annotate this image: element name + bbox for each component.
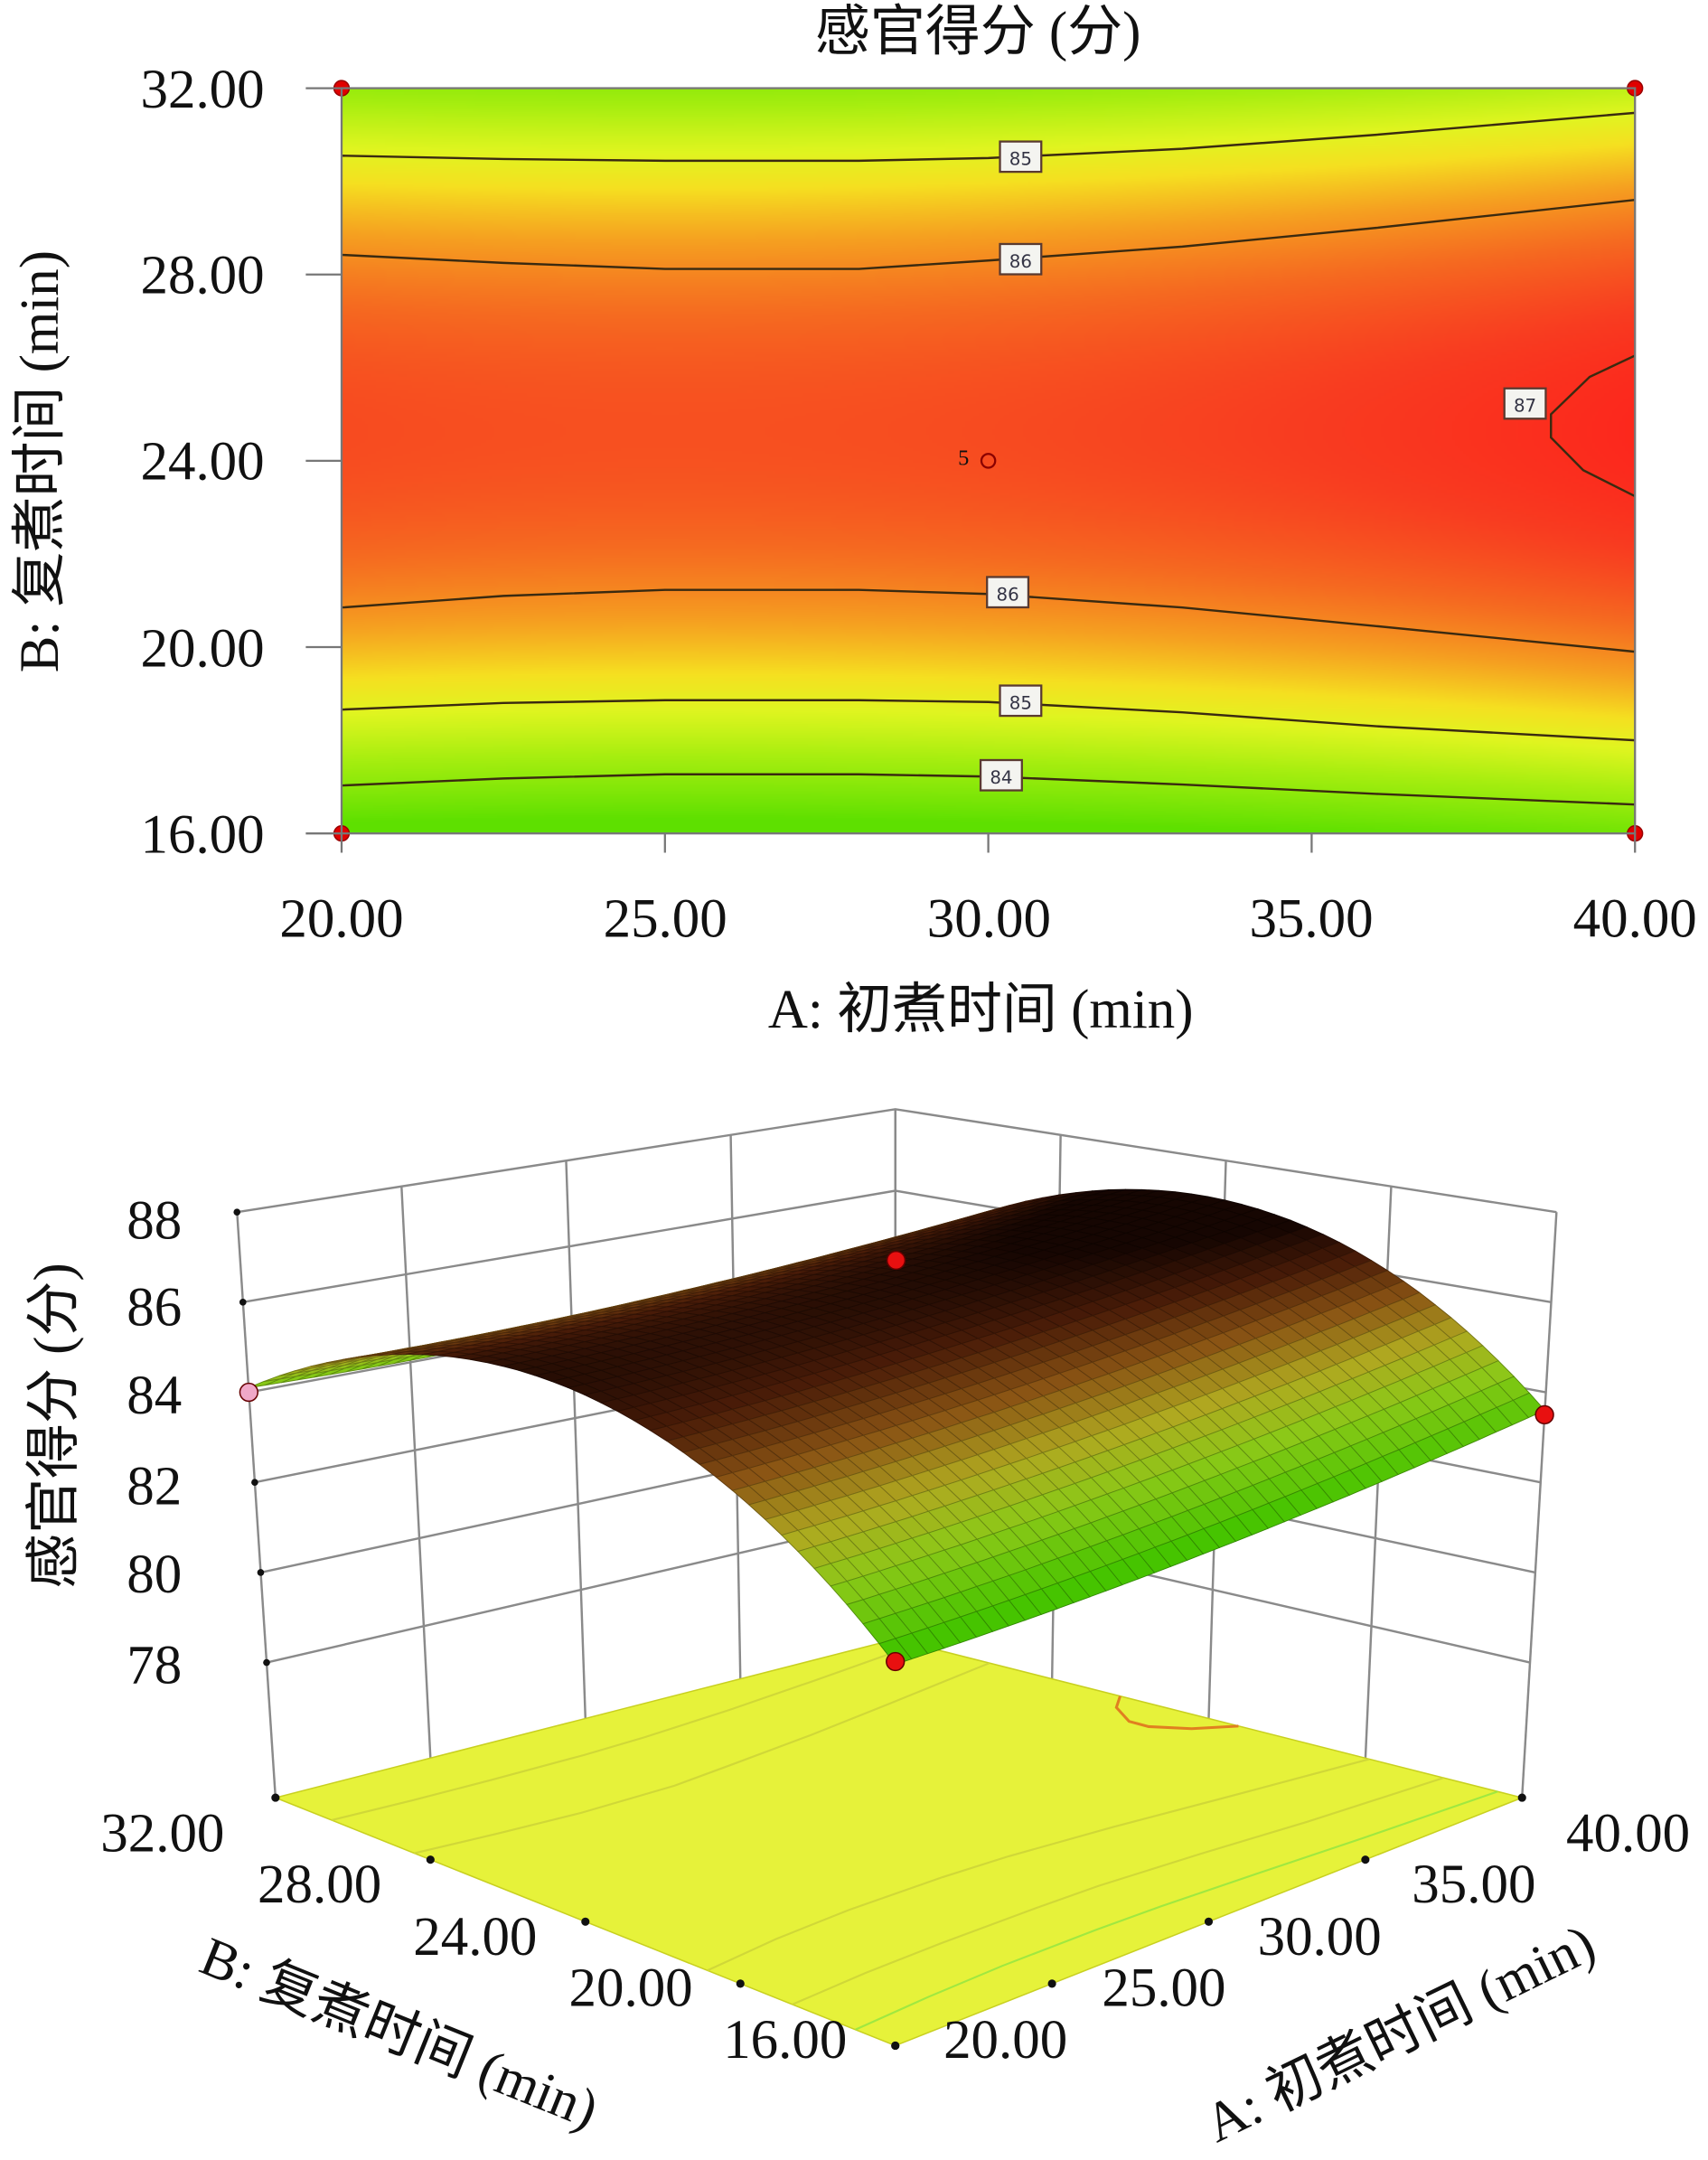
a-tick-label: 30.00 xyxy=(1258,1907,1382,1967)
center-point-count: 5 xyxy=(958,446,969,470)
contour-label-box xyxy=(1503,387,1547,420)
b-axis-title: B: 复煮时间 (min) xyxy=(192,1926,606,2140)
contour-title: 感官得分 (分) xyxy=(815,2,1141,62)
contour-line-86 xyxy=(341,588,1636,653)
floor-contour-87 xyxy=(1114,1695,1239,1731)
a-tick-dot xyxy=(1361,1855,1370,1864)
floor-contour-84 xyxy=(855,1790,1498,2031)
z-tick-label: 86 xyxy=(127,1277,182,1338)
design-point-3d xyxy=(1534,1404,1554,1425)
b-tick-label: 20.00 xyxy=(569,1958,693,2018)
z-tick-label: 84 xyxy=(127,1366,182,1426)
z-tick-dot xyxy=(251,1479,258,1487)
x-tick-label: 40.00 xyxy=(1573,888,1697,949)
z-tick-label: 82 xyxy=(127,1456,182,1517)
b-tick-label: 24.00 xyxy=(413,1907,537,1967)
b-tick-label: 16.00 xyxy=(723,2010,847,2071)
y-tick-label: 28.00 xyxy=(140,246,264,306)
contour-level-label: 87 xyxy=(1514,396,1536,417)
wall-gridline xyxy=(236,1212,277,1798)
floor-contour-86 xyxy=(707,1758,1370,1972)
contour-lines: 85 86 87 86 85 84 xyxy=(333,80,1644,842)
y-tick-label: 24.00 xyxy=(140,431,264,492)
x-tick-label: 25.00 xyxy=(604,888,727,949)
b-tick-dot xyxy=(891,2041,900,2051)
z-tick-label: 88 xyxy=(127,1190,182,1251)
response-surface xyxy=(248,1188,1546,1666)
design-point-3d xyxy=(886,1651,906,1672)
wall-gridline xyxy=(400,1186,432,1759)
a-tick-label: 25.00 xyxy=(1102,1958,1225,2018)
y-tick-label: 16.00 xyxy=(140,805,264,866)
contour-label-box xyxy=(999,242,1043,276)
contour-line-87 xyxy=(1550,354,1636,498)
a-tick-dot xyxy=(1517,1793,1526,1802)
contour-level-label: 86 xyxy=(1009,251,1032,272)
contour-color-field xyxy=(342,88,1636,834)
surface-plot: 88 86 84 82 80 78 32.00 28.00 24.00 20.0… xyxy=(23,1108,1690,2155)
y-tick-label: 32.00 xyxy=(140,60,264,120)
z-tick-dot xyxy=(239,1299,247,1306)
design-points-3d xyxy=(239,1250,1554,1672)
x-tick-label: 20.00 xyxy=(279,888,403,949)
b-tick-dot xyxy=(736,1979,745,1988)
contour-level-label: 84 xyxy=(990,767,1012,788)
a-tick-label: 35.00 xyxy=(1412,1855,1535,1915)
wall-gridline xyxy=(1521,1212,1558,1798)
floor-contour-projection xyxy=(271,1639,1526,2051)
b-tick-dot xyxy=(581,1917,590,1926)
design-point-3d xyxy=(239,1382,259,1403)
b-tick-dot xyxy=(271,1793,280,1802)
z-tick-dot xyxy=(257,1569,265,1576)
a-tick-label: 20.00 xyxy=(943,2010,1067,2071)
center-point-marker xyxy=(980,453,997,469)
design-point-3d xyxy=(886,1250,906,1271)
contour-line-86 xyxy=(341,198,1636,270)
wall-gridline xyxy=(237,1108,1557,1214)
axis-ticks xyxy=(305,87,1637,853)
contour-label-box xyxy=(999,684,1043,718)
contour-label-box xyxy=(979,758,1023,792)
x-axis-title: A: 初煮时间 (min) xyxy=(768,980,1194,1040)
z-tick-dot xyxy=(263,1658,270,1667)
wall-gridline xyxy=(565,1160,587,1719)
b-tick-dot xyxy=(426,1855,435,1864)
contour-line-84 xyxy=(341,773,1636,806)
z-tick-dot xyxy=(233,1208,241,1216)
contour-line-85 xyxy=(341,111,1636,163)
floor-contour-85 xyxy=(331,1643,917,1821)
x-tick-label: 35.00 xyxy=(1249,888,1373,949)
x-tick-label: 30.00 xyxy=(927,888,1051,949)
z-tick-label: 80 xyxy=(127,1545,182,1605)
y-axis-title: B: 复煮时间 (min) xyxy=(10,250,70,672)
b-tick-label: 28.00 xyxy=(258,1855,381,1915)
b-tick-label: 32.00 xyxy=(100,1804,224,1864)
z-axis-title: 感官得分 (分) xyxy=(23,1263,84,1589)
a-tick-label: 40.00 xyxy=(1566,1804,1690,1864)
a-tick-dot xyxy=(1204,1917,1214,1926)
contour-line-85 xyxy=(341,699,1636,742)
y-tick-label: 20.00 xyxy=(140,619,264,680)
contour-label-box xyxy=(999,140,1043,174)
a-tick-dot xyxy=(1047,1979,1056,1988)
contour-label-box xyxy=(986,576,1030,609)
contour-level-label: 86 xyxy=(996,584,1018,605)
contour-level-label: 85 xyxy=(1009,149,1032,170)
z-tick-label: 78 xyxy=(127,1636,182,1696)
contour-level-label: 85 xyxy=(1009,692,1032,713)
floor-contour-85 xyxy=(792,1777,1444,2005)
floor-contour-86 xyxy=(414,1662,990,1855)
